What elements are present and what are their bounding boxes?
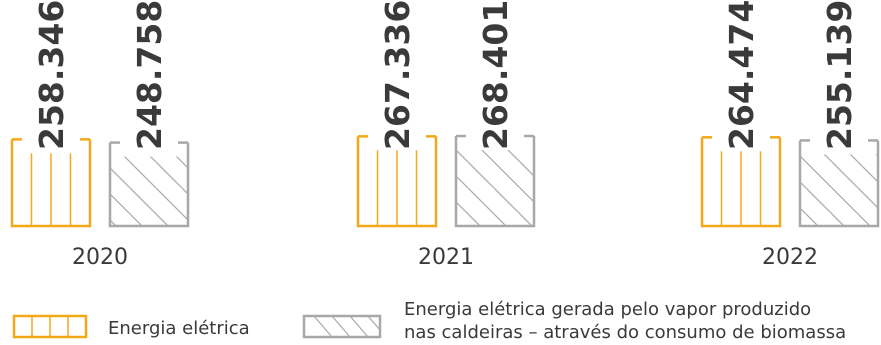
- category-label-2021: 2021: [418, 245, 474, 270]
- bar-2020-series1: [10, 138, 92, 228]
- value-label-2022-series2: 255.139: [820, 0, 859, 150]
- legend: Energia elétrica Energia elétrica gerada…: [12, 299, 846, 343]
- bar-2022-series2: [798, 139, 880, 228]
- legend-label-series2-line1: Energia elétrica gerada pelo vapor produ…: [404, 299, 811, 320]
- bar-2021-series2: [454, 134, 536, 228]
- bar-2022-series1: [700, 136, 782, 228]
- legend-swatch-series1: [12, 314, 88, 339]
- legend-item-series2: Energia elétrica gerada pelo vapor produ…: [302, 299, 846, 343]
- value-label-2020-series1: 258.346: [32, 0, 71, 150]
- category-label-2022: 2022: [762, 245, 818, 270]
- legend-swatch-series2: [302, 314, 382, 339]
- category-label-2020: 2020: [72, 245, 128, 270]
- legend-label-series2-line2: nas caldeiras – através do consumo de bi…: [404, 322, 846, 343]
- bar-2020-series2: [108, 141, 190, 228]
- value-label-2022-series1: 264.474: [722, 0, 761, 150]
- value-label-2021-series2: 268.401: [476, 0, 515, 150]
- legend-label-series1: Energia elétrica: [108, 318, 250, 339]
- value-label-2021-series1: 267.336: [378, 0, 417, 150]
- value-label-2020-series2: 248.758: [130, 0, 169, 150]
- bar-2021-series1: [356, 135, 438, 228]
- legend-item-series1: Energia elétrica: [12, 314, 250, 339]
